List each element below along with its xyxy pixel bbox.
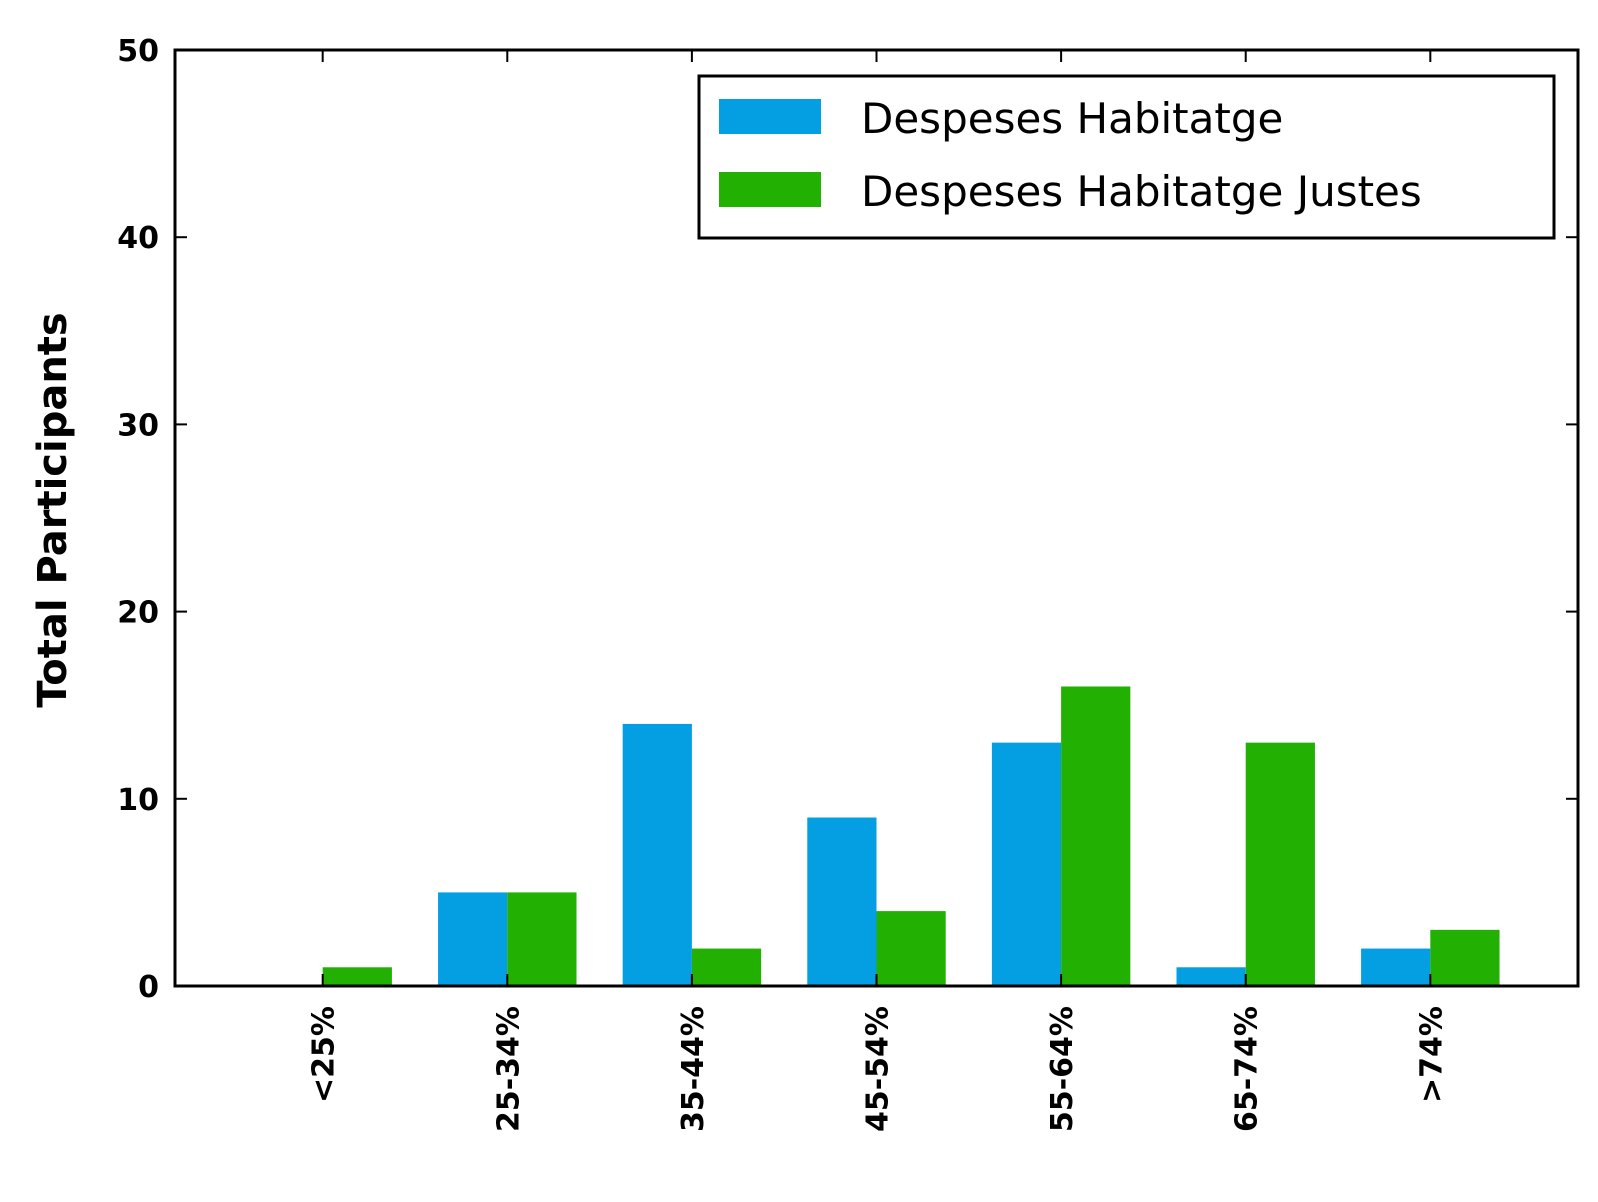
legend-frame bbox=[697, 74, 1556, 240]
y-axis-label: Total Participants bbox=[30, 312, 76, 707]
x-tick-label: 55-64% bbox=[1045, 1006, 1080, 1132]
x-tick-label: >74% bbox=[1414, 1006, 1449, 1103]
legend-swatch-despeses-habitatge bbox=[719, 99, 821, 134]
bar-despeses-habitatge-1 bbox=[438, 892, 508, 986]
x-tick-label: 35-44% bbox=[676, 1006, 711, 1132]
x-tick-label: <25% bbox=[307, 1006, 342, 1103]
bar-despeses-habitatge-6 bbox=[1361, 948, 1431, 986]
bar-despeses-habitatge-justes-4 bbox=[1061, 686, 1131, 986]
bars-group bbox=[322, 686, 1500, 986]
bar-despeses-habitatge-3 bbox=[807, 817, 877, 986]
legend-label-despeses-habitatge: Despeses Habitatge bbox=[861, 94, 1283, 143]
legend-label-despeses-habitatge-justes: Despeses Habitatge Justes bbox=[861, 167, 1422, 216]
bar-despeses-habitatge-justes-6 bbox=[1430, 929, 1500, 986]
y-tick-labels: 0 10 20 30 40 50 bbox=[117, 34, 159, 1005]
bar-despeses-habitatge-5 bbox=[1176, 967, 1246, 986]
bar-despeses-habitatge-4 bbox=[991, 742, 1062, 986]
x-tick-label: 65-74% bbox=[1230, 1006, 1265, 1132]
y-tick-label: 10 bbox=[117, 783, 159, 818]
y-tick-label: 40 bbox=[117, 221, 159, 256]
legend-swatch-despeses-habitatge-justes bbox=[719, 172, 821, 207]
y-tick-label: 30 bbox=[117, 408, 159, 443]
legend: Despeses Habitatge Despeses Habitatge Ju… bbox=[697, 74, 1556, 240]
y-tick-label: 50 bbox=[117, 34, 159, 69]
plot-frame bbox=[173, 48, 1580, 988]
bar-despeses-habitatge-justes-1 bbox=[507, 892, 577, 986]
bar-despeses-habitatge-justes-2 bbox=[691, 948, 762, 986]
bar-despeses-habitatge-2 bbox=[622, 723, 692, 986]
bar-despeses-habitatge-justes-0 bbox=[322, 967, 392, 986]
bar-despeses-habitatge-justes-3 bbox=[876, 911, 946, 986]
x-tick-label: 45-54% bbox=[861, 1006, 896, 1132]
x-tick-label: 25-34% bbox=[491, 1006, 526, 1132]
y-tick-label: 20 bbox=[117, 596, 159, 631]
x-tick-labels: <25% 25-34% 35-44% 45-54% 55-64% 65-74% >74% bbox=[307, 1006, 1450, 1132]
y-tick-label: 0 bbox=[138, 970, 159, 1005]
bar-despeses-habitatge-justes-5 bbox=[1245, 742, 1315, 986]
